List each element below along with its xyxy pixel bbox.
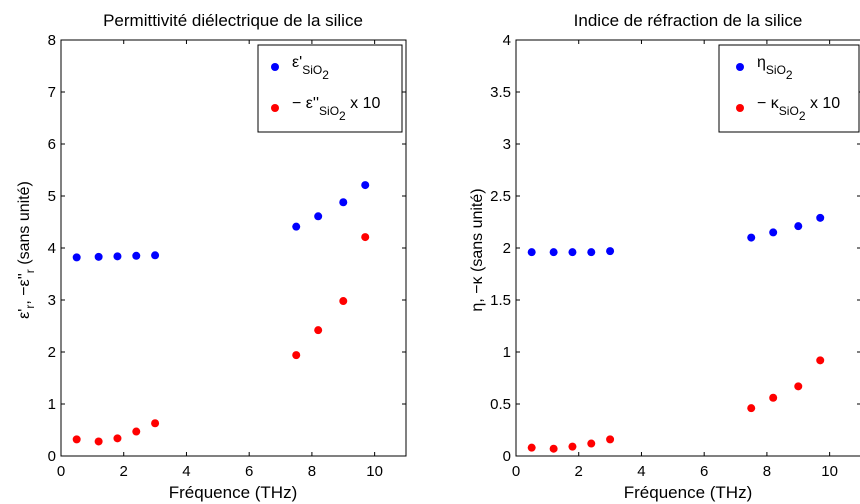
data-point [113,252,122,261]
data-point [769,393,778,402]
data-point [747,233,756,242]
data-point [339,198,348,207]
legend-box [718,44,860,133]
plot-permittivity: Permittivité diélectrique de la silice 0… [16,11,407,502]
data-point [113,434,122,443]
data-points [72,181,370,446]
data-point [151,251,160,260]
x-tick-label: 4 [637,463,645,480]
legend-label-eps-real: ε'SiO2 [292,54,329,82]
data-point [747,404,756,413]
chart-title: Permittivité diélectrique de la silice [103,11,363,30]
x-tick-label: 10 [821,463,838,480]
chart-title: Indice de réfraction de la silice [574,11,803,30]
legend-label-eta: ηSiO2 [757,54,793,82]
y-tick-label: 1.5 [490,292,511,309]
x-tick-label: 0 [512,463,520,480]
data-points [527,213,825,453]
y-axis-label: η, −κ (sans unité) [469,188,486,311]
legend: ηSiO2 − κSiO2 x 10 [718,44,860,133]
ticks: 0 2 4 6 8 10 0 1 2 3 4 5 6 7 8 [48,32,406,480]
y-tick-label: 4 [48,240,56,257]
data-point [314,326,323,335]
y-tick-label: 2 [48,344,56,361]
y-tick-label: 4 [503,32,511,49]
x-tick-label: 8 [763,463,771,480]
y-tick-label: 0.5 [490,396,511,413]
data-point [606,435,615,444]
legend-marker-blue [271,63,279,71]
data-point [769,228,778,237]
data-point [568,442,577,451]
x-axis-label: Fréquence (THz) [624,483,752,502]
y-tick-label: 3 [48,292,56,309]
data-point [794,222,803,231]
y-tick-label: 3 [503,136,511,153]
ticks: 0 2 4 6 8 10 0 0.5 1 1.5 2 2.5 3 3.5 4 [490,32,860,480]
legend-box [257,44,403,133]
y-tick-label: 2 [503,240,511,257]
x-tick-label: 2 [575,463,583,480]
data-point [549,248,558,257]
x-tick-label: 6 [700,463,708,480]
data-point [132,251,141,260]
y-axis-label: ε'r, −ε''r (sans unité) [16,181,37,319]
data-point [339,297,348,306]
data-point [527,248,536,257]
legend-marker-blue [736,63,744,71]
data-point [314,212,323,221]
legend-marker-red [736,104,744,112]
y-tick-label: 1 [503,344,511,361]
data-point [816,356,825,365]
y-tick-label: 1 [48,396,56,413]
y-tick-label: 8 [48,32,56,49]
data-point [587,439,596,448]
plot-refractive-index: Indice de réfraction de la silice 0 2 4 6 8 1… [469,11,860,502]
y-tick-label: 5 [48,188,56,205]
data-point [361,181,370,190]
y-tick-label: 3.5 [490,84,511,101]
data-point [549,444,558,453]
data-point [816,213,825,222]
y-tick-label: 0 [48,448,56,465]
y-tick-label: 2.5 [490,188,511,205]
data-point [606,247,615,256]
data-point [94,252,103,261]
data-point [94,437,103,446]
x-tick-label: 6 [245,463,253,480]
y-tick-label: 0 [503,448,511,465]
data-point [587,248,596,257]
legend: ε'SiO2 − ε''SiO2 x 10 [257,44,403,133]
data-point [292,351,301,360]
data-point [527,443,536,452]
legend-label-kappa: − κSiO2 x 10 [757,95,840,123]
x-tick-label: 8 [308,463,316,480]
x-tick-label: 10 [366,463,383,480]
x-tick-label: 0 [57,463,65,480]
legend-label-eps-imag: − ε''SiO2 x 10 [292,95,381,123]
y-tick-label: 7 [48,84,56,101]
data-point [568,248,577,257]
data-point [794,382,803,391]
data-point [151,419,160,428]
data-point [132,427,141,436]
data-point [292,222,301,231]
legend-marker-red [271,104,279,112]
x-axis-label: Fréquence (THz) [169,483,297,502]
data-point [72,253,81,262]
data-point [72,435,81,444]
x-tick-label: 2 [120,463,128,480]
x-tick-label: 4 [182,463,190,480]
data-point [361,233,370,242]
y-tick-label: 6 [48,136,56,153]
